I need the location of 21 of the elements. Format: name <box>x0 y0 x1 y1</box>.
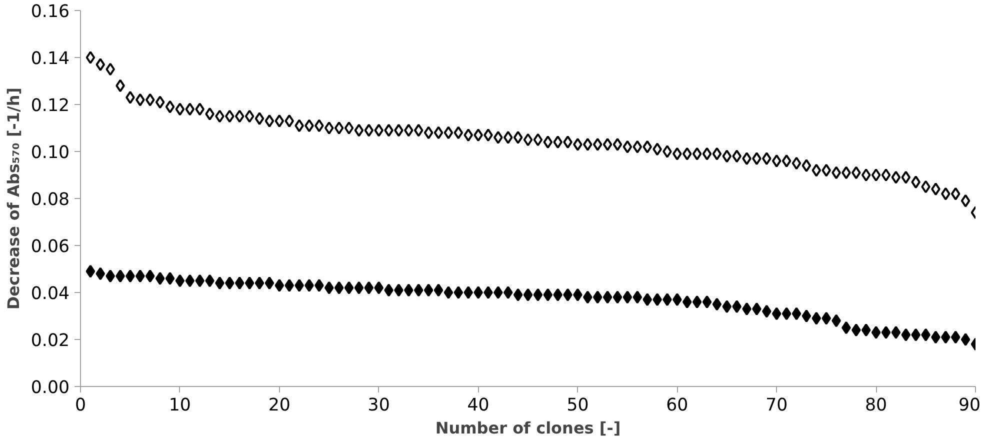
y-tick-label: 0.06 <box>30 237 70 257</box>
y-tick-label: 0.16 <box>30 2 70 22</box>
y-tick-label: 0.12 <box>30 96 70 116</box>
y-tick-label: 0.14 <box>30 49 70 69</box>
y-tick-label: 0.02 <box>30 331 70 351</box>
x-tick-label: 40 <box>467 396 490 416</box>
x-tick-label: 10 <box>168 396 191 416</box>
x-tick-label: 0 <box>74 396 86 416</box>
x-axis-title: Number of clones [-] <box>435 418 621 438</box>
y-tick-label: 0.04 <box>30 284 70 304</box>
y-tick-label: 0.08 <box>30 190 70 210</box>
x-tick-label: 20 <box>268 396 290 416</box>
x-tick-label: 30 <box>368 396 390 416</box>
y-tick-label: 0.10 <box>30 143 70 163</box>
x-tick-label: 90 <box>958 396 981 416</box>
x-tick-label: 60 <box>666 396 688 416</box>
y-tick-label: 0.00 <box>30 378 70 398</box>
x-tick-label: 70 <box>766 396 788 416</box>
y-axis-title: Decrease of Abs₅₇₀ [-1/h] <box>4 87 23 310</box>
x-tick-label: 50 <box>566 396 589 416</box>
x-tick-label: 80 <box>865 396 888 416</box>
